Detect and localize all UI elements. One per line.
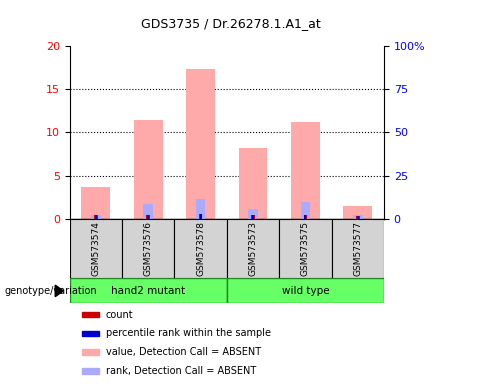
Text: GSM573576: GSM573576 [144,221,153,276]
Bar [94,215,97,219]
Bar [186,70,215,219]
Bar [174,219,227,278]
Bar [134,119,163,219]
Bar [91,215,100,219]
Bar [303,215,307,219]
Bar [147,215,149,219]
Bar [356,216,360,219]
Text: GSM573574: GSM573574 [91,221,100,276]
Bar [353,215,362,219]
Bar [357,216,359,219]
Bar [332,219,384,278]
Text: wild type: wild type [282,286,329,296]
Bar [251,215,255,219]
Text: percentile rank within the sample: percentile rank within the sample [106,328,271,338]
Text: hand2 mutant: hand2 mutant [111,286,185,296]
Text: GSM573573: GSM573573 [249,221,257,276]
Bar [82,312,99,318]
Bar [291,122,320,219]
Bar [227,278,384,303]
Text: rank, Detection Call = ABSENT: rank, Detection Call = ABSENT [106,366,256,376]
Bar [200,214,202,219]
Bar [252,215,254,219]
Text: GSM573575: GSM573575 [301,221,310,276]
Bar [144,204,153,219]
Bar [82,368,99,374]
Bar [227,219,279,278]
Bar [82,187,110,219]
Text: GSM573577: GSM573577 [353,221,362,276]
Bar [304,215,306,219]
Bar [70,219,122,278]
Bar [196,199,205,219]
Text: value, Detection Call = ABSENT: value, Detection Call = ABSENT [106,347,261,357]
Bar [122,219,174,278]
Text: GSM573578: GSM573578 [196,221,205,276]
Bar [95,215,97,219]
Bar [343,206,372,219]
Text: genotype/variation: genotype/variation [5,286,97,296]
Bar [146,215,150,219]
Bar [199,214,203,219]
Bar [279,219,332,278]
Bar [70,278,227,303]
Bar [248,209,258,219]
Bar [82,349,99,355]
Bar [82,331,99,336]
Bar [300,202,310,219]
Text: GDS3735 / Dr.26278.1.A1_at: GDS3735 / Dr.26278.1.A1_at [141,17,320,30]
Bar [239,148,267,219]
Text: count: count [106,310,133,319]
